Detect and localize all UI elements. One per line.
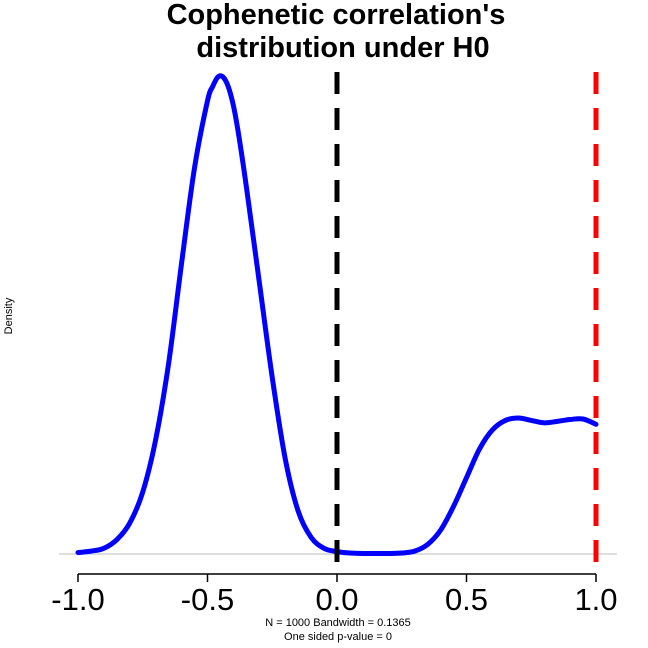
y-axis-label: Density bbox=[3, 297, 15, 334]
x-tick-label: -1.0 bbox=[51, 582, 104, 617]
x-axis-ticks: -1.0 -0.5 0.0 0.5 1.0 bbox=[51, 574, 618, 617]
x-tick-label: 1.0 bbox=[574, 582, 617, 617]
chart-title-line-2: distribution under H0 bbox=[196, 32, 489, 64]
x-tick-label: -0.5 bbox=[181, 582, 234, 617]
x-axis-label-line-1: N = 1000 Bandwidth = 0.1365 bbox=[265, 617, 411, 629]
x-tick-label: 0.0 bbox=[315, 582, 358, 617]
reference-lines bbox=[334, 72, 599, 572]
chart-title-line-1: Cophenetic correlation's bbox=[167, 0, 506, 31]
density-curve bbox=[75, 73, 599, 557]
x-tick-label: 0.5 bbox=[445, 582, 488, 617]
x-axis-label-line-2: One sided p-value = 0 bbox=[284, 631, 392, 643]
